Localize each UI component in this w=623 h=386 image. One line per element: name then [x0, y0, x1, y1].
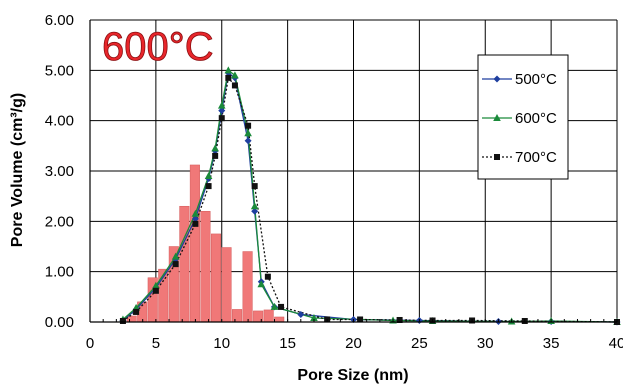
data-point	[152, 281, 160, 289]
y-tick-label: 6.00	[45, 12, 74, 29]
y-tick-label: 2.00	[45, 213, 74, 230]
data-point	[357, 316, 364, 323]
x-tick-label: 30	[477, 335, 494, 352]
histogram-bar	[179, 205, 190, 323]
data-point	[270, 302, 279, 310]
data-point	[244, 137, 252, 145]
y-tick-label: 3.00	[45, 163, 74, 180]
y-axis-title: Pore Volume (cm³/g)	[9, 93, 26, 247]
data-point	[245, 122, 252, 129]
data-point	[231, 82, 238, 89]
x-tick-label: 15	[279, 335, 296, 352]
y-tick-label: 0.00	[45, 314, 74, 331]
y-tick-label: 5.00	[45, 62, 74, 79]
y-tick-labels: 0.00 1.00 2.00 3.00 4.00 5.00 6.00	[45, 12, 74, 331]
data-point	[152, 287, 159, 294]
legend-box	[477, 54, 569, 180]
data-point	[218, 115, 225, 122]
y-tick-label: 1.00	[45, 264, 74, 281]
temperature-annotation: 600°C	[102, 25, 214, 69]
data-point	[225, 74, 232, 81]
data-point	[264, 273, 271, 280]
legend-label: 700°C	[515, 149, 557, 166]
x-tick-labels: 0 5 10 15 20 25 30 35 40	[86, 335, 623, 352]
histogram-bar	[221, 247, 232, 323]
data-point	[244, 129, 252, 137]
histogram-bar	[242, 251, 253, 323]
histogram-bar	[210, 233, 222, 323]
data-point	[171, 252, 180, 260]
data-point	[133, 308, 140, 315]
histogram-bar	[200, 211, 211, 323]
legend: 500°C 600°C 700°C	[477, 54, 569, 180]
data-point	[191, 215, 199, 223]
x-tick-label: 0	[86, 335, 94, 352]
legend-label: 500°C	[515, 71, 557, 88]
legend-marker	[494, 154, 500, 160]
legend-label: 600°C	[515, 110, 557, 127]
axes	[89, 20, 618, 323]
data-point	[297, 310, 305, 318]
histogram-bar	[263, 309, 274, 323]
histogram-bar	[232, 309, 243, 323]
x-tick-label: 25	[411, 335, 428, 352]
histogram-bar	[189, 164, 200, 323]
histogram-bar	[274, 316, 285, 323]
legend-marker	[493, 75, 501, 83]
x-tick-label: 20	[345, 335, 362, 352]
data-point	[251, 207, 259, 215]
data-point	[212, 152, 219, 159]
x-tick-label: 10	[213, 335, 230, 352]
data-point	[204, 172, 213, 180]
x-tick-label: 35	[543, 335, 560, 352]
data-point	[224, 66, 233, 74]
data-point	[278, 303, 285, 310]
x-tick-label: 40	[609, 335, 623, 352]
x-axis-title: Pore Size (nm)	[297, 367, 408, 384]
data-point	[192, 220, 199, 227]
series-markers	[119, 66, 621, 326]
legend-marker	[493, 114, 501, 121]
data-point	[218, 107, 226, 115]
data-point	[211, 144, 219, 152]
data-point	[191, 209, 200, 217]
histogram-bar	[126, 315, 137, 323]
data-point	[250, 202, 259, 210]
y-tick-label: 4.00	[45, 113, 74, 130]
data-point	[217, 101, 226, 109]
data-point	[205, 183, 212, 190]
data-point	[172, 261, 179, 268]
x-tick-label: 5	[152, 335, 160, 352]
data-point	[396, 316, 403, 323]
data-point	[310, 313, 318, 321]
data-point	[231, 71, 239, 79]
data-point	[251, 183, 258, 190]
data-point	[119, 317, 126, 324]
data-point	[257, 280, 266, 288]
